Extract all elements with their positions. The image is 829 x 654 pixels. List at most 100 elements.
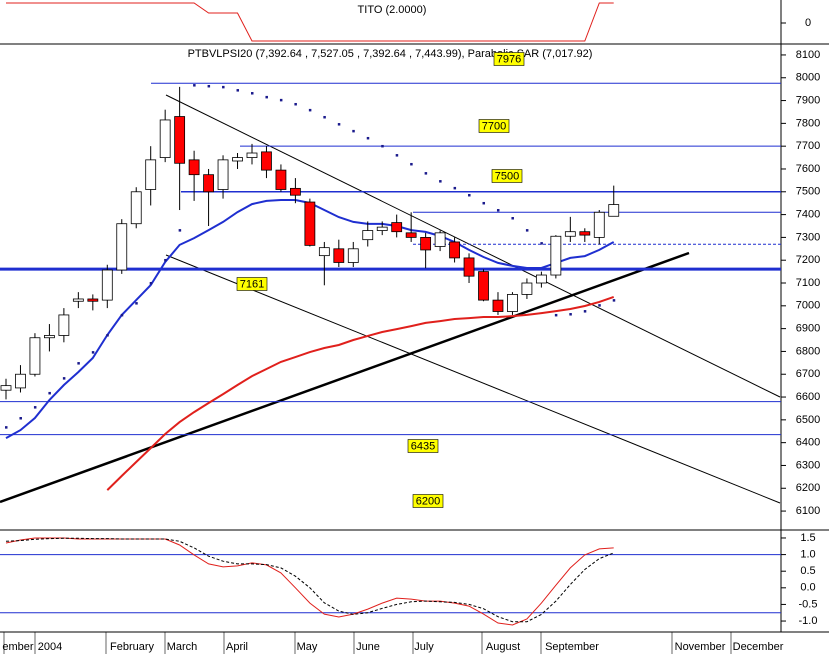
- y-tick-label: 6100: [796, 505, 820, 517]
- y-tick-label: 8100: [796, 49, 820, 61]
- candle-body: [405, 232, 417, 238]
- y-tick-label: 7500: [796, 186, 820, 198]
- sar-dot: [149, 282, 153, 285]
- sar-dot: [598, 304, 601, 307]
- sar-dot: [62, 377, 66, 380]
- y-tick-label: 7600: [796, 163, 820, 175]
- candle-body: [72, 298, 84, 302]
- sar-dot: [583, 310, 587, 313]
- candle-body: [15, 373, 26, 389]
- level-label-box: [412, 494, 444, 508]
- x-tick-label: November: [675, 641, 726, 653]
- sar-dot: [294, 102, 297, 106]
- trend-line: [165, 254, 781, 504]
- y-tick-label: 6300: [796, 459, 820, 471]
- sar-dot: [178, 229, 182, 232]
- x-tick-label: March: [167, 641, 198, 653]
- level-label: 6200: [416, 495, 440, 507]
- sar-dot: [236, 89, 240, 92]
- sar-dot: [279, 98, 283, 102]
- x-tick-label: 2004: [38, 641, 62, 653]
- candle-body: [188, 159, 200, 176]
- series-line: [5, 537, 614, 623]
- candle-body: [29, 337, 41, 375]
- sar-dot: [525, 229, 529, 232]
- sar-dot: [496, 209, 500, 212]
- trend-line: [165, 94, 781, 398]
- candle-body: [304, 201, 316, 246]
- sar-dot: [482, 201, 486, 205]
- candle-body: [550, 235, 562, 276]
- level-label: 7700: [482, 120, 506, 132]
- x-tick-label: July: [414, 641, 434, 653]
- sar-dot: [410, 162, 413, 166]
- x-tick-label: ember: [2, 641, 34, 653]
- y-tick-label: -1.0: [799, 615, 818, 627]
- candle-body: [159, 119, 171, 158]
- y-tick-label: 7000: [796, 300, 820, 312]
- level-label-box: [236, 277, 268, 291]
- sar-dot: [250, 92, 254, 95]
- sar-dot: [91, 351, 95, 354]
- sar-dot: [222, 85, 225, 89]
- sar-dot: [33, 406, 37, 409]
- y-tick-label: 7900: [796, 94, 820, 106]
- candle-body: [478, 271, 489, 301]
- sar-dot: [554, 313, 558, 317]
- y-tick-label: 6200: [796, 482, 820, 494]
- candle-body: [391, 222, 403, 233]
- candle-body: [275, 169, 287, 190]
- candle-body: [333, 248, 345, 263]
- series-line: [106, 295, 615, 491]
- candle-body: [44, 335, 55, 339]
- y-tick-label: 7700: [796, 140, 820, 152]
- panel-title: TITO (2.0000): [358, 4, 427, 16]
- level-label-box: [491, 169, 523, 183]
- y-tick-label: 6600: [796, 391, 820, 403]
- y-tick-label: 1.5: [800, 532, 815, 544]
- sar-dot: [19, 417, 22, 420]
- candle-body: [101, 269, 113, 301]
- level-label: 6435: [411, 440, 435, 452]
- candle-body: [420, 236, 432, 251]
- candle-body: [608, 204, 620, 217]
- series-line: [6, 2, 614, 42]
- y-tick-label: 6800: [796, 345, 820, 357]
- y-tick-label: 6900: [796, 323, 820, 335]
- sar-dot: [569, 313, 572, 316]
- sar-dot: [540, 242, 543, 245]
- candle-body: [87, 298, 99, 302]
- sar-dot: [106, 334, 109, 337]
- y-tick-label: 7200: [796, 254, 820, 266]
- candle-body: [58, 314, 70, 336]
- x-tick-label: December: [733, 641, 784, 653]
- level-label-box: [407, 439, 439, 453]
- sar-dot: [468, 193, 471, 197]
- candle-body: [246, 152, 258, 158]
- candle-body: [261, 151, 272, 171]
- candle-body: [579, 231, 591, 236]
- level-label: 7500: [495, 170, 519, 182]
- candle-body: [521, 282, 533, 295]
- candle-body: [449, 241, 460, 259]
- y-tick-label: 7100: [796, 277, 820, 289]
- sar-dot: [439, 180, 442, 183]
- y-tick-label: 6400: [796, 437, 820, 449]
- candle-body: [535, 274, 547, 284]
- sar-dot: [395, 154, 399, 157]
- candle-body: [130, 191, 142, 225]
- y-tick-label: 7400: [796, 208, 820, 220]
- candle-body: [318, 247, 330, 257]
- candle-body: [289, 187, 301, 196]
- chart-title: PTBVLPSI20 (7,392.64 , 7,527.05 , 7,392.…: [188, 48, 593, 60]
- candle-body: [564, 231, 576, 237]
- sar-dot: [612, 299, 616, 302]
- candle-body: [376, 226, 388, 231]
- sar-dot: [207, 84, 211, 88]
- sar-dot: [308, 108, 312, 112]
- candle-body: [362, 230, 374, 241]
- x-tick-label: February: [110, 641, 155, 653]
- sar-dot: [381, 144, 384, 148]
